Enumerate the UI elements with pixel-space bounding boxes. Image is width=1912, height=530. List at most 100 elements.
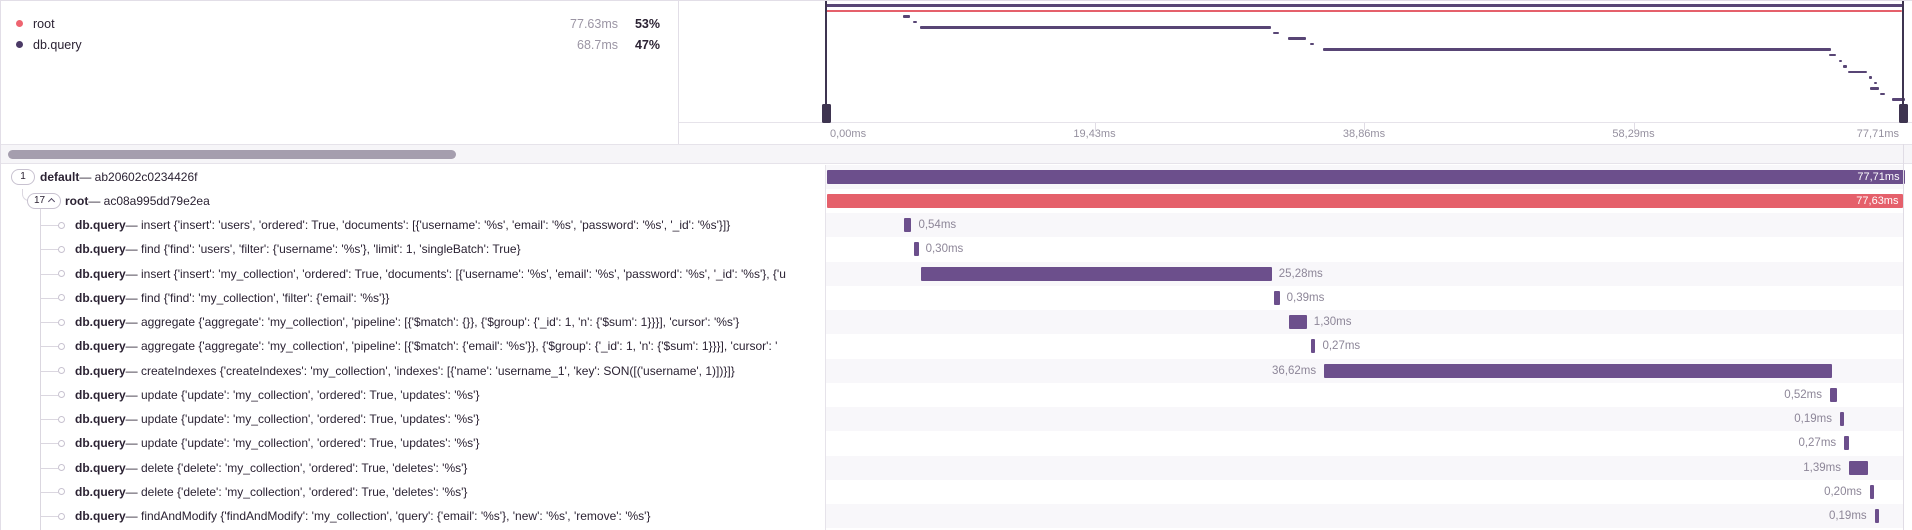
span-tree-row[interactable]: 17 root — ac08a995dd79e2ea <box>1 188 825 213</box>
span-tree-row[interactable]: 1 default — ab20602c0234426f <box>1 165 825 189</box>
span-op: db.query <box>75 290 126 305</box>
waterfall-row[interactable]: 0,19ms <box>825 407 1903 432</box>
span-op: db.query <box>75 266 126 281</box>
tree-connector-dot <box>58 512 65 520</box>
span-bar[interactable] <box>1324 363 1832 378</box>
span-bar[interactable] <box>914 242 919 257</box>
axis-tick-label: 58,29ms <box>1612 128 1655 140</box>
span-tree-row[interactable]: db.query — findAndModify {'findAndModify… <box>1 504 825 528</box>
waterfall-row[interactable]: 36,62ms <box>825 358 1903 383</box>
minimap-span-mark <box>826 9 1903 13</box>
tree-connector-dot <box>58 367 65 375</box>
span-tree-row[interactable]: db.query — update {'update': 'my_collect… <box>1 383 825 407</box>
waterfall-row[interactable]: 1,39ms <box>825 455 1903 480</box>
trace-minimap[interactable] <box>679 1 1912 123</box>
span-description: — update {'update': 'my_collection', 'or… <box>125 412 480 427</box>
span-bar[interactable] <box>1830 387 1838 402</box>
waterfall-row[interactable]: 0,19ms <box>825 504 1903 529</box>
span-tree-row[interactable]: db.query — delete {'delete': 'my_collect… <box>1 456 825 480</box>
viewport-handle-right-grip[interactable] <box>1898 104 1908 123</box>
span-tree-row[interactable]: db.query — delete {'delete': 'my_collect… <box>1 480 825 504</box>
viewport-handle-left-line[interactable] <box>825 1 827 105</box>
span-bar[interactable]: 77,71ms <box>827 169 1905 184</box>
span-row-text: db.query — find {'find': 'my_collection'… <box>75 286 389 310</box>
span-tree-row[interactable]: db.query — update {'update': 'my_collect… <box>1 431 825 455</box>
minimap-span-mark <box>1287 37 1306 40</box>
tree-connector <box>41 491 58 493</box>
span-tree-row[interactable]: db.query — createIndexes {'createIndexes… <box>1 359 825 383</box>
tree-connector <box>41 273 58 275</box>
span-bar[interactable] <box>1869 484 1875 499</box>
axis-tick-label: 19,43ms <box>1073 128 1116 140</box>
legend-duration: 68.7ms <box>577 37 618 52</box>
waterfall-row[interactable]: 0,30ms <box>825 237 1903 262</box>
waterfall-row[interactable]: 0,54ms <box>825 213 1903 238</box>
waterfall-row[interactable] <box>825 528 1903 530</box>
span-bar[interactable] <box>1844 436 1849 451</box>
waterfall-row[interactable]: 0,27ms <box>825 431 1903 456</box>
axis-tick-label: 77,71ms <box>1856 128 1899 140</box>
tree-connector-trunk <box>40 208 41 530</box>
waterfall-row[interactable]: 77,63ms <box>825 188 1904 213</box>
span-tree-row[interactable]: db.query — update {'update': 'my_collect… <box>1 407 825 431</box>
viewport-handle-right-line[interactable] <box>1902 1 1904 105</box>
span-tree-row[interactable]: db.query — aggregate {'aggregate': 'my_c… <box>1 334 825 358</box>
span-row-text: default — ab20602c0234426f <box>40 165 197 189</box>
axis-tick-label: 0,00ms <box>830 128 867 140</box>
waterfall-row[interactable]: 25,28ms <box>825 261 1903 286</box>
legend-percent: 53% <box>634 16 660 31</box>
span-bar[interactable] <box>1848 460 1869 475</box>
tree-connector <box>41 443 58 445</box>
span-duration-label: 36,62ms <box>1272 364 1317 377</box>
span-duration-label: 0,52ms <box>1784 388 1823 401</box>
minimap-span-mark <box>1838 59 1842 62</box>
minimap-span-mark <box>1309 42 1314 46</box>
waterfall-row[interactable]: 1,30ms <box>825 310 1903 335</box>
viewport-handle-left-grip[interactable] <box>821 104 831 123</box>
span-tree-row[interactable]: db.query — insert {'insert': 'my_collect… <box>1 262 825 286</box>
span-bar[interactable] <box>1839 412 1845 427</box>
expand-collapse-badge[interactable]: 17 <box>27 192 62 209</box>
waterfall-row[interactable]: 0,39ms <box>825 285 1903 310</box>
legend-item: root 77.63ms 53% <box>1 13 678 34</box>
minimap-span-mark <box>920 26 1271 29</box>
legend-op-label: root <box>33 16 55 31</box>
span-tree-row[interactable]: db.query — aggregate {'aggregate': 'my_c… <box>1 310 825 334</box>
span-duration-label: 77,63ms <box>1856 194 1899 207</box>
tree-connector-dot <box>58 415 65 423</box>
span-bar[interactable] <box>1874 509 1880 524</box>
span-tree-row[interactable]: db.query — find {'find': 'users', 'filte… <box>1 237 825 261</box>
span-tree-row[interactable]: db.query — find {'find': 'my_collection'… <box>1 286 825 310</box>
span-bar[interactable] <box>1288 315 1307 330</box>
span-bar[interactable]: 77,63ms <box>827 193 1904 208</box>
span-op: db.query <box>75 339 126 354</box>
db.query-color-dot <box>16 41 23 48</box>
legend-item: db.query 68.7ms 47% <box>1 34 678 55</box>
span-bar[interactable] <box>903 218 912 233</box>
waterfall-row[interactable]: 0,52ms <box>825 382 1903 407</box>
span-bar[interactable] <box>1310 339 1316 354</box>
span-op: db.query <box>75 412 126 427</box>
minimap-span-mark <box>1829 53 1837 57</box>
tree-connector-dot <box>58 270 65 278</box>
span-op: db.query <box>75 460 126 475</box>
span-row-text: db.query — update {'update': 'my_collect… <box>75 383 479 407</box>
row-count-badge[interactable]: 1 <box>11 168 35 185</box>
span-op: default <box>40 169 80 184</box>
horizontal-scrollbar-thumb[interactable] <box>8 150 456 159</box>
waterfall-row[interactable]: 77,71ms <box>825 164 1905 189</box>
span-bar[interactable] <box>1274 290 1280 305</box>
waterfall-row[interactable]: 0,27ms <box>825 334 1903 359</box>
waterfall-row[interactable]: 0,20ms <box>825 479 1903 504</box>
tree-connector <box>41 419 58 421</box>
tree-connector-dot <box>58 221 65 229</box>
tree-connector-dot <box>58 488 65 496</box>
span-bar[interactable] <box>921 266 1272 281</box>
span-op: db.query <box>75 218 126 233</box>
tree-connector-dot <box>58 245 65 253</box>
minimap-span-mark <box>1843 65 1847 68</box>
span-description: — find {'find': 'my_collection', 'filter… <box>125 290 390 305</box>
span-tree-row[interactable]: db.query — insert {'insert': 'users', 'o… <box>1 213 825 237</box>
tree-connector <box>41 467 58 469</box>
